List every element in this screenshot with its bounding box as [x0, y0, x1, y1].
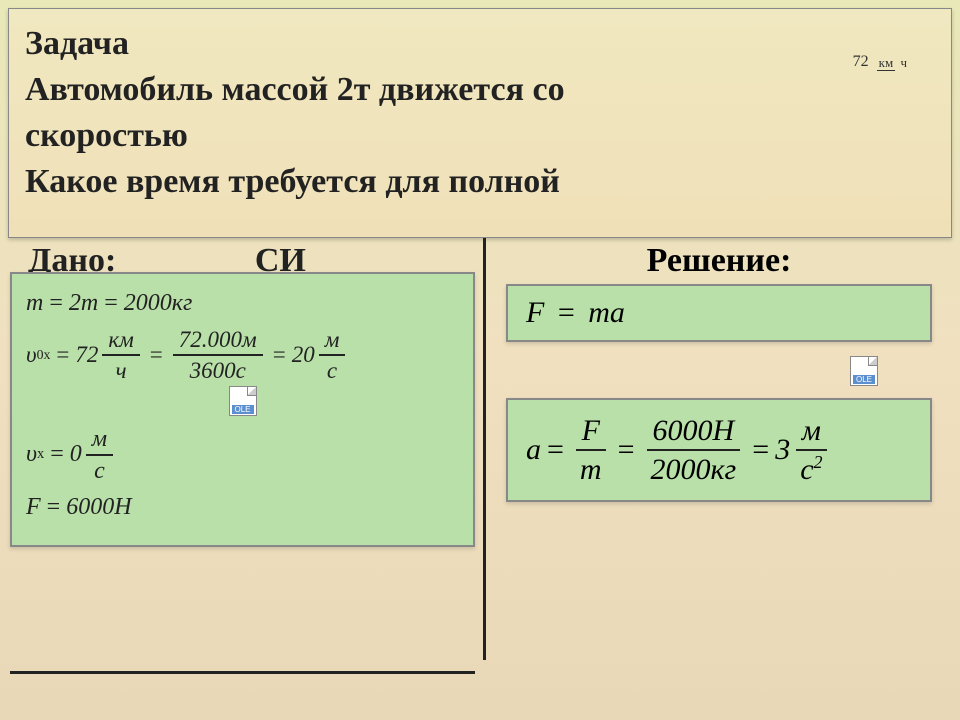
eq1-lhs: F: [526, 296, 544, 329]
mass-symbol: m: [26, 290, 43, 317]
v0-conversion: 72.000м 3600с: [173, 327, 263, 384]
ole-icon: [850, 356, 878, 386]
eq2-frac-numeric: 6000H 2000кг: [645, 414, 743, 486]
problem-line-2: скоростью: [25, 113, 935, 159]
eq2-lhs: a: [526, 433, 541, 467]
v0-result-unit: м с: [319, 327, 346, 384]
solution-label: Решение:: [486, 238, 952, 288]
v0-row: υ0x =72 км ч = 72.000м 3600с =20 м с: [26, 327, 459, 384]
solution-column: Решение: F = ma a = F m = 6000H 2000кг: [483, 238, 952, 660]
problem-line-3: Какое время требуется для полной: [25, 159, 935, 205]
v0-unit: км ч: [102, 327, 139, 384]
eq1-rhs: ma: [588, 296, 625, 329]
vx-row: υx =0 м с: [26, 426, 459, 485]
given-column: Дано: СИ m=2т =2000кг υ0x =72 км ч =: [8, 238, 483, 660]
given-values-box: m=2т =2000кг υ0x =72 км ч = 72.000м 3600…: [10, 272, 475, 547]
force-value: 6000H: [66, 494, 131, 521]
ole-icon: [229, 386, 257, 416]
v0-result: 20: [292, 342, 315, 368]
given-bottom-rule: [10, 671, 475, 674]
eq2-result: 3: [775, 433, 790, 467]
mass-row: m=2т =2000кг: [26, 290, 459, 317]
speed-annotation: 72 км ч: [853, 53, 913, 71]
vx-unit: м с: [86, 426, 113, 485]
acceleration-box: a = F m = 6000H 2000кг = 3 м с2: [506, 398, 932, 502]
ole-placeholder-1: [26, 386, 459, 416]
eq2-unit: м с2: [794, 414, 828, 486]
mass-value-kg: 2000кг: [124, 290, 193, 317]
vx-symbol: υ: [26, 441, 37, 468]
v0-symbol: υ: [26, 342, 37, 368]
eq2-frac-symbolic: F m: [574, 414, 608, 486]
problem-line-1: Автомобиль массой 2т движется со: [25, 67, 935, 113]
physics-slide: Задача Автомобиль массой 2т движется со …: [0, 0, 960, 720]
solution-area: Дано: СИ m=2т =2000кг υ0x =72 км ч =: [8, 238, 952, 660]
force-row: F =6000H: [26, 494, 459, 521]
newton-law-box: F = ma: [506, 284, 932, 342]
force-symbol: F: [26, 494, 41, 521]
problem-statement-box: Задача Автомобиль массой 2т движется со …: [8, 8, 952, 238]
mass-value-tons: 2т: [69, 290, 98, 317]
speed-value: 72: [853, 53, 869, 70]
problem-title: Задача: [25, 21, 935, 67]
speed-unit-fraction: км ч: [877, 56, 909, 69]
ole-placeholder-2: [846, 356, 882, 386]
v0-value: 72: [75, 342, 98, 368]
vx-value: 0: [70, 441, 82, 468]
